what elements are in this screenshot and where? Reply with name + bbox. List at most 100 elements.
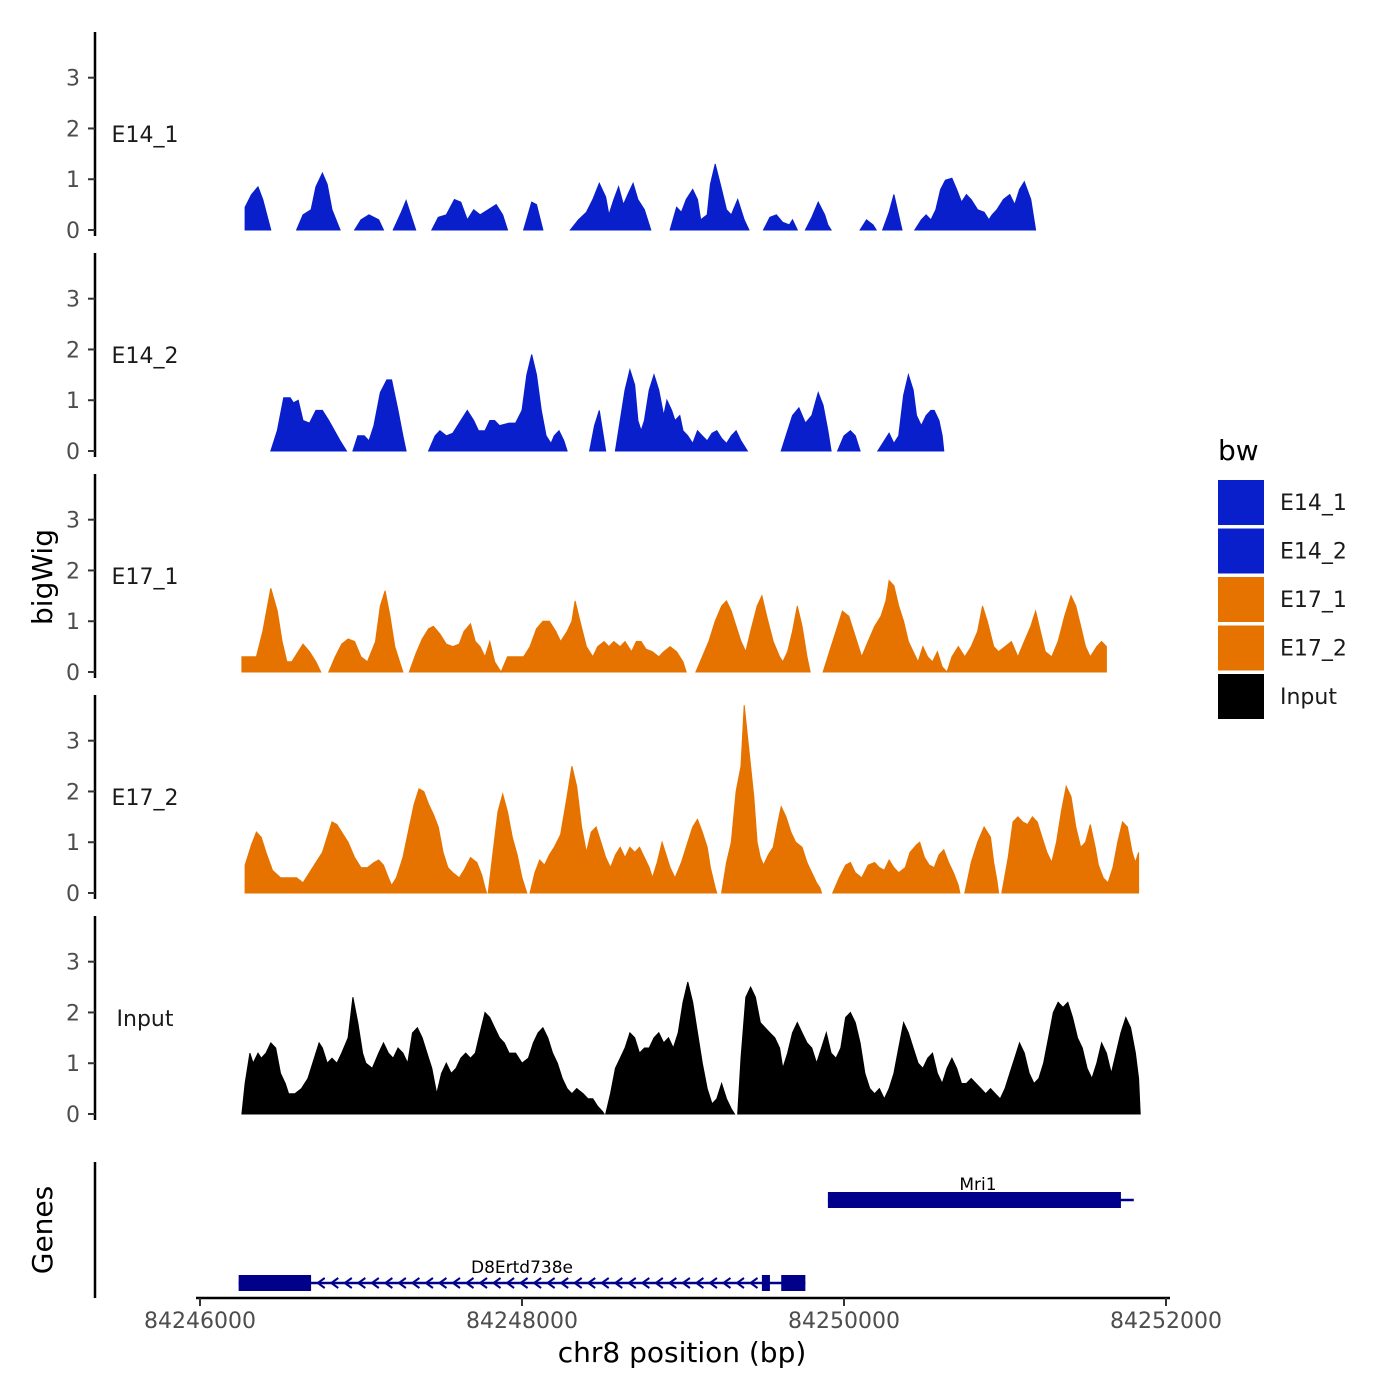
strand-arrow: [572, 1277, 583, 1289]
coverage-area: [529, 765, 718, 894]
y-tick-label: 1: [66, 389, 80, 414]
coverage-area: [353, 214, 385, 231]
legend: bw E14_1 E14_2 E17_1 E17_2 Input: [1218, 434, 1347, 719]
strand-arrow: [627, 1277, 637, 1289]
track-label: Input: [117, 1007, 174, 1032]
coverage-area: [1001, 784, 1140, 894]
coverage-area: [964, 825, 1000, 894]
legend-label: E14_1: [1280, 491, 1347, 516]
strand-arrow: [748, 1277, 759, 1289]
y-tick-label: 1: [66, 168, 80, 193]
legend-item-E17_1: E17_1: [1218, 577, 1347, 622]
strand-arrow: [681, 1277, 691, 1289]
track-label: E14_2: [112, 344, 179, 369]
coverage-area: [328, 590, 404, 673]
y-tick-label: 2: [66, 117, 80, 142]
coverage-area: [913, 177, 1037, 231]
bigwig-tracks: 0 1 2 3 E14_1 0 1 2 3 E14_2 0 1 2 3 E17_1 0 1 2 3 E17_2 0 1 2 3…: [66, 32, 1141, 1128]
legend-label: E17_1: [1280, 588, 1347, 613]
coverage-area: [241, 997, 606, 1115]
coverage-area: [859, 219, 878, 231]
legend-item-E14_1: E14_1: [1218, 480, 1347, 525]
strand-arrow: [708, 1277, 718, 1289]
strand-arrow: [600, 1277, 610, 1289]
gene-D8Ertd738e: D8Ertd738e: [238, 1258, 806, 1291]
track-label: E14_1: [112, 123, 179, 148]
x-tick-label: 84246000: [144, 1309, 256, 1334]
strand-arrow: [437, 1277, 448, 1289]
coverage-area: [737, 985, 1141, 1115]
strand-arrow: [545, 1277, 556, 1289]
coverage-area: [588, 410, 607, 452]
strand-arrow: [329, 1277, 339, 1289]
gene-exon: [781, 1275, 806, 1291]
strand-arrow: [356, 1277, 366, 1289]
strand-arrow: [316, 1277, 326, 1289]
coverage-area: [244, 788, 488, 894]
gene-exon: [761, 1275, 770, 1291]
track-Input: 0 1 2 3 Input: [66, 916, 1141, 1128]
coverage-area: [831, 841, 961, 894]
gene-exon: [238, 1275, 312, 1291]
strand-arrow: [654, 1277, 664, 1289]
y-tick-label: 1: [66, 1052, 80, 1077]
coverage-area: [430, 198, 509, 231]
coverage-area: [836, 430, 861, 452]
coverage-area: [822, 579, 1107, 673]
y-tick-label: 2: [66, 1001, 80, 1026]
legend-label: Input: [1280, 685, 1337, 710]
coverage-area: [270, 397, 348, 452]
track-E17_1: 0 1 2 3 E17_1: [66, 474, 1107, 686]
coverage-area: [569, 181, 652, 231]
strand-arrow: [721, 1277, 732, 1289]
coverage-area: [487, 792, 528, 894]
coverage-area: [241, 588, 322, 673]
track-label: E17_1: [112, 565, 179, 590]
y-axis-title: bigWig: [26, 529, 59, 625]
legend-swatch: [1218, 480, 1264, 525]
genes-axis-title: Genes: [26, 1186, 59, 1274]
strand-arrow: [464, 1277, 475, 1289]
legend-item-E14_2: E14_2: [1218, 528, 1347, 574]
coverage-area: [408, 600, 687, 674]
coverage-area: [244, 185, 272, 231]
coverage-area: [392, 199, 417, 231]
coverage-area: [695, 594, 811, 673]
coverage-area: [804, 200, 833, 231]
strand-arrow: [424, 1277, 434, 1289]
legend-label: E17_2: [1280, 637, 1347, 662]
y-tick-label: 3: [66, 288, 80, 313]
track-E17_2: 0 1 2 3 E17_2: [66, 695, 1140, 907]
x-tick-label: 84248000: [466, 1309, 578, 1334]
y-tick-label: 3: [66, 730, 80, 755]
legend-label: E14_2: [1280, 540, 1347, 565]
gene-label: D8Ertd738e: [471, 1258, 573, 1278]
strand-arrow: [518, 1277, 529, 1289]
strand-arrow: [505, 1277, 515, 1289]
y-tick-label: 1: [66, 610, 80, 635]
strand-arrow: [586, 1277, 596, 1289]
gene-Mri1: Mri1: [827, 1175, 1134, 1208]
gene-track: Mri1 D8Ertd738e: [93, 1162, 1134, 1298]
y-tick-label: 3: [66, 67, 80, 92]
y-tick-label: 0: [66, 440, 80, 465]
track-E14_1: 0 1 2 3 E14_1: [66, 32, 1037, 244]
legend-title: bw: [1218, 434, 1259, 467]
coverage-area: [669, 163, 750, 231]
y-tick-label: 1: [66, 831, 80, 856]
strand-arrow: [559, 1277, 569, 1289]
y-tick-label: 0: [66, 882, 80, 907]
x-tick-label: 84252000: [1110, 1309, 1222, 1334]
strand-arrow: [397, 1277, 407, 1289]
coverage-area: [780, 391, 832, 452]
coverage-area: [876, 372, 945, 452]
strand-arrow: [383, 1277, 393, 1289]
coverage-area: [881, 194, 903, 231]
strand-arrow: [478, 1277, 488, 1289]
strand-arrow: [735, 1277, 745, 1289]
coverage-area: [721, 705, 823, 894]
coverage-area: [522, 201, 544, 231]
strand-arrow: [451, 1277, 461, 1289]
strand-arrow: [491, 1277, 502, 1289]
